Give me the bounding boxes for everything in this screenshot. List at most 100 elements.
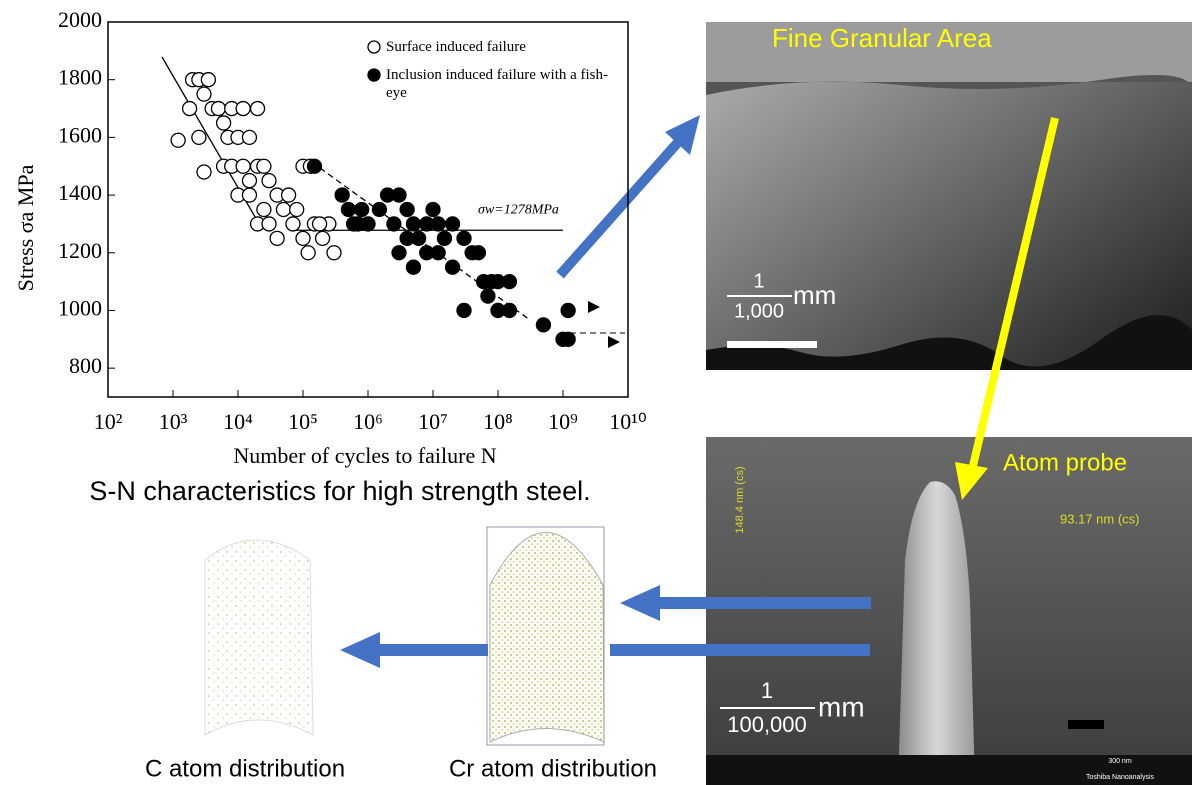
fga-title: Fine Granular Area <box>772 23 992 53</box>
x-axis-label: Number of cycles to failure N <box>233 443 496 468</box>
point <box>295 230 311 246</box>
point <box>350 216 366 232</box>
point <box>391 245 407 261</box>
point <box>241 173 258 189</box>
point <box>215 115 232 131</box>
scale-num: 1 <box>753 270 764 292</box>
scale-den: 100,000 <box>727 712 807 737</box>
point <box>555 331 571 347</box>
point <box>501 302 518 319</box>
point <box>256 158 272 174</box>
point <box>289 201 305 218</box>
fit-line <box>319 167 531 321</box>
arrow-head <box>340 632 380 668</box>
point <box>334 187 350 203</box>
y-tick-label: 2000 <box>58 7 102 32</box>
y-tick-label: 1600 <box>58 122 102 147</box>
y-axis-label: Stress σa MPa <box>13 164 38 291</box>
fga-bottom <box>706 315 1192 370</box>
runout-arrow <box>588 301 600 313</box>
yellow-arrow-head <box>955 462 988 500</box>
fga-top <box>706 22 1192 82</box>
point <box>456 302 472 319</box>
x-tick-label: 10⁶ <box>353 409 383 434</box>
point <box>386 216 402 232</box>
point <box>275 201 292 218</box>
arrows <box>340 115 871 668</box>
caption: S-N characteristics for high strength st… <box>89 476 590 506</box>
y-tick-label: 1800 <box>58 65 102 90</box>
point <box>444 259 461 275</box>
info-vendor: Toshiba Nanoanalysis <box>1086 774 1155 781</box>
point <box>501 273 518 290</box>
scale-unit: mm <box>793 280 836 310</box>
point <box>241 187 258 203</box>
point <box>436 230 453 246</box>
point <box>235 100 251 117</box>
point <box>256 201 272 218</box>
point <box>425 201 441 218</box>
annotation: σw=1278MPa <box>478 202 559 217</box>
x-tick-label: 10² <box>94 409 123 434</box>
y-tick-label: 1200 <box>58 238 102 263</box>
point <box>249 100 266 117</box>
cr-frame <box>486 526 605 746</box>
point <box>391 187 407 203</box>
point <box>269 230 285 246</box>
point <box>300 245 316 261</box>
scale-den: 1,000 <box>734 300 784 322</box>
x-tick-label: 10⁸ <box>483 409 513 434</box>
point <box>285 216 301 232</box>
point <box>261 216 277 232</box>
y-tick-label: 1000 <box>58 296 102 321</box>
arrow <box>610 644 870 656</box>
point <box>241 129 258 146</box>
point <box>181 100 198 117</box>
legend-label: Surface induced failure <box>386 39 526 55</box>
arrow <box>378 644 488 656</box>
point <box>405 216 422 232</box>
point <box>340 201 357 218</box>
point <box>456 230 472 246</box>
c-map <box>204 539 314 736</box>
dim-label: 93.17 nm (cs) <box>1060 511 1139 526</box>
info-scale: 300 nm <box>1108 758 1132 765</box>
point <box>235 158 251 174</box>
point <box>306 158 323 174</box>
arrow-head <box>665 115 700 155</box>
cr-map-label: Cr atom distribution <box>449 755 657 782</box>
x-tick-label: 10³ <box>159 409 188 434</box>
point <box>444 216 461 232</box>
probe-title: Atom probe <box>1003 449 1127 476</box>
point <box>326 245 342 261</box>
legend-label: Inclusion induced failure with a fish-ey… <box>386 67 609 101</box>
point <box>535 317 552 333</box>
point <box>196 86 212 102</box>
x-tick-label: 10¹⁰ <box>609 409 647 434</box>
arrow-head <box>620 585 660 621</box>
scale-bar <box>1068 720 1104 729</box>
point <box>480 288 496 304</box>
x-tick-label: 10⁵ <box>288 409 318 434</box>
arrow <box>655 597 871 609</box>
y-tick-label: 800 <box>69 353 102 378</box>
point <box>430 216 446 232</box>
point <box>191 129 207 146</box>
x-tick-label: 10⁷ <box>418 409 448 434</box>
point <box>560 302 576 319</box>
point <box>470 245 487 261</box>
fga-edge <box>706 75 1192 95</box>
cr-map <box>489 532 605 743</box>
point <box>354 201 370 218</box>
x-tick-label: 10⁹ <box>548 409 578 434</box>
point <box>196 164 212 180</box>
dim-label: 148.4 nm (cs) <box>734 466 746 533</box>
point <box>311 216 328 232</box>
legend-marker <box>367 68 381 82</box>
info-bar <box>706 755 1192 785</box>
legend-marker <box>367 40 381 54</box>
point <box>430 245 446 261</box>
point <box>405 259 422 275</box>
point <box>399 230 415 246</box>
